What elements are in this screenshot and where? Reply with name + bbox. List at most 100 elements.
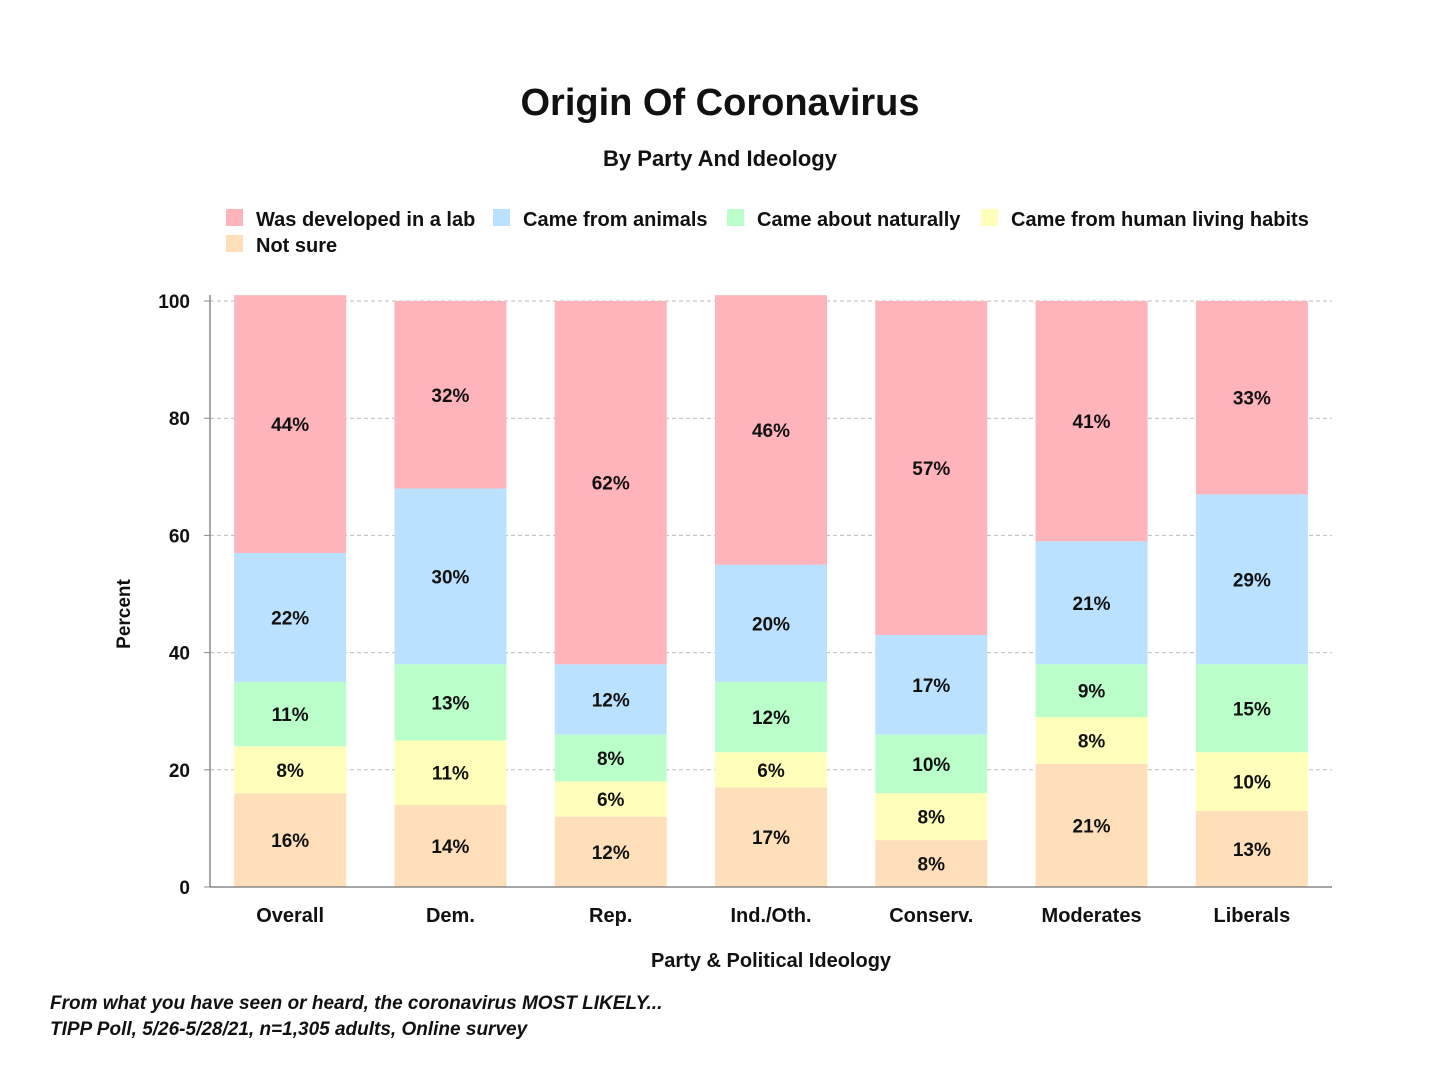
bar-segment (234, 295, 347, 553)
bar-segment (875, 635, 988, 735)
bar-segment (234, 746, 347, 794)
data-label: 62% (592, 474, 630, 495)
data-label: 44% (271, 415, 309, 436)
bar-segment (234, 681, 347, 747)
legend-swatch (226, 209, 243, 226)
bar-segment (554, 816, 667, 887)
bar-segment (875, 793, 988, 841)
source-note: TIPP Poll, 5/26-5/28/21, n=1,305 adults,… (50, 1019, 528, 1040)
y-tick-label: 20 (169, 761, 190, 782)
data-label: 12% (592, 843, 630, 864)
bar-segment (715, 752, 827, 788)
data-label: 33% (1233, 389, 1271, 410)
x-tick-label: Overall (256, 905, 324, 927)
bar-segment (715, 564, 827, 682)
x-tick-label: Ind./Oth. (730, 905, 811, 927)
data-label: 21% (1073, 594, 1111, 615)
legend-label: Came about naturally (757, 209, 961, 231)
bar-segment (1035, 717, 1148, 764)
data-label: 46% (752, 421, 790, 442)
bar-segment (1195, 810, 1308, 887)
data-label: 11% (432, 764, 469, 785)
data-label: 16% (271, 831, 309, 852)
x-tick-label: Dem. (426, 905, 475, 927)
data-label: 17% (912, 676, 950, 697)
data-label: 22% (271, 608, 309, 629)
y-tick-label: 100 (158, 292, 190, 313)
x-tick-label: Liberals (1214, 905, 1291, 927)
bar-segment (234, 552, 347, 682)
bar-segment (875, 734, 988, 794)
y-tick-label: 80 (169, 409, 190, 430)
data-label: 8% (1078, 732, 1106, 753)
y-tick-label: 40 (169, 644, 190, 665)
bar-segment (394, 804, 507, 887)
legend-swatch (981, 209, 998, 226)
x-axis-title: Party & Political Ideology (651, 950, 892, 972)
data-label: 8% (918, 808, 946, 829)
data-label: 6% (757, 761, 785, 782)
bar-segment (394, 740, 507, 805)
data-label: 10% (912, 755, 950, 776)
data-label: 29% (1233, 570, 1271, 591)
chart-title: Origin Of Coronavirus (520, 82, 920, 124)
data-label: 20% (752, 614, 790, 635)
bar-segment (1035, 301, 1148, 542)
bar-segment (1195, 752, 1308, 811)
bar-segment (1195, 494, 1308, 665)
legend-label: Was developed in a lab (256, 209, 475, 231)
data-label: 13% (1233, 840, 1271, 861)
chart-subtitle: By Party And Ideology (603, 146, 837, 171)
data-label: 6% (597, 790, 625, 811)
bar-segment (715, 295, 827, 565)
data-label: 11% (272, 705, 309, 726)
bar-segment (394, 301, 507, 489)
data-label: 57% (912, 459, 950, 480)
bar-segment (554, 781, 667, 817)
bar-segment (554, 301, 667, 665)
data-label: 32% (431, 386, 469, 407)
bar-segment (715, 681, 827, 753)
question-note: From what you have seen or heard, the co… (50, 993, 663, 1014)
data-label: 12% (592, 690, 630, 711)
bar-segment (715, 787, 827, 887)
bar-segment (1035, 664, 1148, 718)
data-label: 8% (918, 855, 946, 876)
y-tick-label: 60 (169, 526, 190, 547)
bar-segment (554, 664, 667, 735)
bar-segment (875, 301, 988, 636)
data-label: 17% (752, 828, 790, 849)
data-label: 41% (1073, 412, 1111, 433)
bar-segment (1035, 763, 1148, 887)
bar-segment (1195, 664, 1308, 753)
x-tick-label: Moderates (1042, 905, 1142, 927)
legend-label: Came from human living habits (1011, 209, 1309, 231)
legend-label: Came from animals (523, 209, 708, 231)
data-label: 13% (431, 693, 469, 714)
data-label: 15% (1233, 699, 1271, 720)
bar-segment (1035, 541, 1148, 665)
legend-swatch (493, 209, 510, 226)
bar-segment (554, 734, 667, 782)
data-label: 21% (1073, 816, 1111, 837)
y-tick-label: 0 (179, 878, 190, 899)
data-label: 9% (1078, 682, 1106, 703)
x-tick-label: Conserv. (889, 905, 973, 927)
bar-segment (234, 793, 347, 887)
legend-swatch (226, 235, 243, 252)
bar-segment (394, 664, 507, 741)
bar-segment (394, 488, 507, 665)
bar-segment (1195, 301, 1308, 495)
data-label: 12% (752, 708, 790, 729)
x-tick-label: Rep. (589, 905, 632, 927)
data-label: 30% (431, 567, 469, 588)
legend-swatch (727, 209, 744, 226)
data-label: 8% (276, 761, 304, 782)
legend-label: Not sure (256, 235, 337, 257)
data-label: 8% (597, 749, 625, 770)
y-axis-title: Percent (114, 578, 135, 648)
bar-segment (875, 840, 988, 887)
data-label: 14% (431, 837, 469, 858)
data-label: 10% (1233, 773, 1271, 794)
